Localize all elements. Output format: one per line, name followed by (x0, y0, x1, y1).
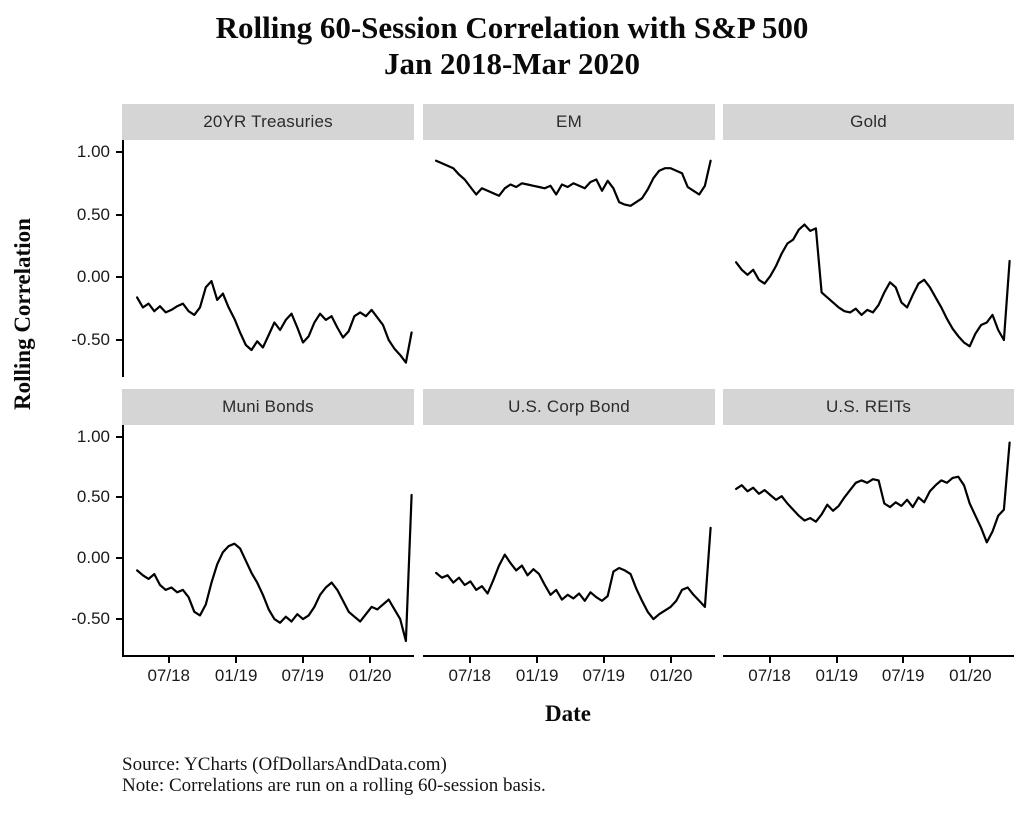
x-tick-mark (167, 657, 170, 663)
x-tick-mark (670, 657, 673, 663)
x-tick-mark (468, 657, 471, 663)
x-tick-label: 07/19 (281, 666, 325, 685)
x-tick-label: 07/19 (881, 666, 925, 685)
facet-panel-us-corp-bond (423, 425, 715, 655)
y-tick-label: 0.50 (76, 487, 110, 507)
y-tick-label: -0.50 (71, 330, 110, 349)
facet-us-reits: U.S. REITs (723, 389, 1014, 655)
x-tick-label: 01/20 (348, 666, 392, 685)
chart-title: Rolling 60-Session Correlation with S&P … (0, 10, 1024, 82)
x-axis-title: Date (545, 701, 591, 726)
facet-gold: Gold (723, 104, 1014, 377)
chart-title-line2: Jan 2018-Mar 2020 (383, 46, 641, 81)
y-tick-label: 1.00 (76, 141, 110, 161)
y-tick-mark (116, 557, 122, 560)
y-tick-mark (116, 435, 122, 438)
x-tick-label: 07/18 (448, 666, 491, 685)
x-axis-us-corp-bond: 07/18 01/19 07/19 01/20 (423, 655, 715, 691)
footer: Source: YCharts (OfDollarsAndData.com) N… (122, 754, 546, 796)
facet-us-corp-bond: U.S. Corp Bond (423, 389, 715, 655)
y-tick-label: 0.00 (76, 548, 110, 568)
y-tick-mark (116, 496, 122, 499)
facet-panel-gold (723, 140, 1014, 377)
facet-panel-us-reits (723, 425, 1014, 655)
facet-panel-20yr-treasuries (122, 140, 414, 377)
x-tick-label: 01/19 (515, 666, 559, 685)
line-series-em (435, 159, 712, 207)
source-line: Source: YCharts (OfDollarsAndData.com) (122, 754, 447, 775)
x-tick-label: 07/18 (147, 666, 190, 685)
note-line: Note: Correlations are run on a rolling … (122, 775, 546, 796)
x-tick-mark (369, 657, 372, 663)
x-tick-mark (969, 657, 972, 663)
facet-panel-em (423, 140, 715, 377)
x-tick-label: 01/20 (649, 666, 693, 685)
x-tick-label: 07/19 (582, 666, 626, 685)
chart-title-line1: Rolling 60-Session Correlation with S&P … (215, 10, 809, 45)
line-series-us-reits (735, 441, 1011, 544)
y-tick-label: 0.00 (76, 267, 110, 287)
facet-strip-us-corp-bond: U.S. Corp Bond (423, 389, 715, 425)
line-series-muni-bonds (136, 493, 413, 643)
y-axis-title: Rolling Correlation (10, 218, 35, 410)
x-tick-mark (902, 657, 905, 663)
x-tick-mark (301, 657, 304, 663)
x-tick-label: 01/19 (214, 666, 258, 685)
y-axis-row1: 1.00 0.50 0.00 -0.50 (36, 140, 122, 377)
y-tick-mark (116, 213, 122, 216)
facet-strip-us-reits: U.S. REITs (723, 389, 1014, 425)
facet-20yr-treasuries: 20YR Treasuries (122, 104, 414, 377)
x-tick-label: 01/20 (949, 666, 992, 685)
x-axis-muni-bonds: 07/18 01/19 07/19 01/20 (122, 655, 414, 691)
y-tick-mark (116, 618, 122, 621)
line-series-us-corp-bond (435, 526, 712, 621)
x-tick-mark (768, 657, 771, 663)
x-tick-label: 07/18 (748, 666, 791, 685)
x-axis-us-reits: 07/18 01/19 07/19 01/20 (723, 655, 1014, 691)
x-tick-label: 01/19 (815, 666, 859, 685)
facet-strip-muni-bonds: Muni Bonds (122, 389, 414, 425)
facet-em: EM (423, 104, 715, 377)
line-series-20yr-treasuries (136, 280, 413, 364)
y-tick-mark (116, 276, 122, 279)
facet-panel-muni-bonds (122, 425, 414, 655)
x-tick-mark (536, 657, 539, 663)
facet-muni-bonds: Muni Bonds (122, 389, 414, 655)
y-axis-row2: 1.00 0.50 0.00 -0.50 (36, 425, 122, 655)
x-tick-mark (602, 657, 605, 663)
y-tick-label: -0.50 (71, 609, 110, 629)
y-tick-mark (116, 339, 122, 341)
line-series-gold (735, 223, 1011, 348)
x-tick-mark (835, 657, 838, 663)
y-tick-label: 1.00 (76, 426, 110, 446)
y-tick-mark (116, 150, 122, 153)
facet-strip-gold: Gold (723, 104, 1014, 140)
y-tick-label: 0.50 (76, 204, 110, 224)
x-tick-mark (235, 657, 238, 663)
facet-strip-em: EM (423, 104, 715, 140)
facet-strip-20yr-treasuries: 20YR Treasuries (122, 104, 414, 140)
